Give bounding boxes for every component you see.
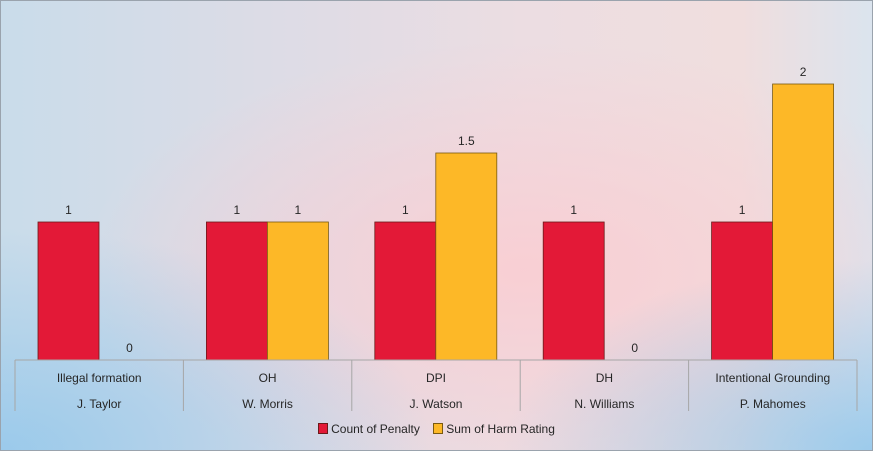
bar: [542, 221, 605, 361]
category-label: Intentional Grounding: [715, 371, 830, 385]
legend-label: Sum of Harm Rating: [446, 422, 555, 436]
player-label: P. Mahomes: [740, 397, 806, 411]
data-label: 0: [126, 341, 133, 355]
data-label: 0: [631, 341, 638, 355]
bar: [374, 221, 437, 361]
legend-item-sum-of-harm-rating: Sum of Harm Rating: [433, 422, 555, 436]
data-label: 1: [65, 203, 72, 217]
player-label: W. Morris: [242, 397, 293, 411]
bar: [266, 221, 329, 361]
player-label: J. Watson: [410, 397, 463, 411]
legend: Count of Penalty Sum of Harm Rating: [0, 422, 873, 436]
bar: [37, 221, 100, 361]
bar: [772, 83, 834, 361]
bar: [711, 221, 773, 361]
data-label: 1: [234, 203, 241, 217]
legend-label: Count of Penalty: [331, 422, 420, 436]
data-label: 1.5: [458, 134, 475, 148]
category-label: DH: [596, 371, 613, 385]
legend-swatch-red: [318, 423, 329, 434]
legend-item-count-of-penalty: Count of Penalty: [318, 422, 420, 436]
data-label: 1: [295, 203, 302, 217]
legend-swatch-gold: [433, 423, 444, 434]
category-label: OH: [259, 371, 277, 385]
category-label: DPI: [426, 371, 446, 385]
data-label: 1: [402, 203, 409, 217]
bar: [205, 221, 268, 361]
bar: [435, 152, 498, 361]
player-label: J. Taylor: [77, 397, 121, 411]
category-label: Illegal formation: [57, 371, 142, 385]
data-label: 1: [739, 203, 746, 217]
data-label: 2: [800, 65, 807, 79]
player-label: N. Williams: [574, 397, 634, 411]
data-label: 1: [570, 203, 577, 217]
